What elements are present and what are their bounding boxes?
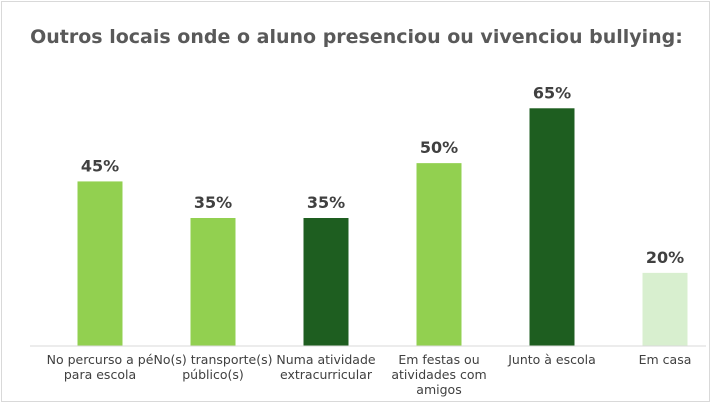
data-label-4: 50% <box>420 138 458 157</box>
category-label-6: Em casa <box>638 352 692 367</box>
category-label-3: Numa atividade extracurricular <box>276 352 376 382</box>
bar-1 <box>77 181 123 346</box>
bar-2 <box>190 218 236 346</box>
data-label-3: 35% <box>307 193 345 212</box>
category-label-4: Em festas ou atividades com amigos <box>391 352 487 397</box>
data-label-2: 35% <box>194 193 232 212</box>
bar-3 <box>303 218 349 346</box>
category-label-2: No(s) transporte(s) público(s) <box>153 352 273 382</box>
bar-5 <box>529 108 575 347</box>
chart-title: Outros locais onde o aluno presenciou ou… <box>30 26 683 48</box>
bar-4 <box>416 163 462 346</box>
data-label-6: 20% <box>646 248 684 267</box>
category-label-1: No percurso a pé para escola <box>46 352 154 382</box>
data-label-1: 45% <box>81 156 119 175</box>
data-label-5: 65% <box>533 83 571 102</box>
bar-6 <box>642 272 688 346</box>
category-label-5: Junto à escola <box>508 352 596 367</box>
